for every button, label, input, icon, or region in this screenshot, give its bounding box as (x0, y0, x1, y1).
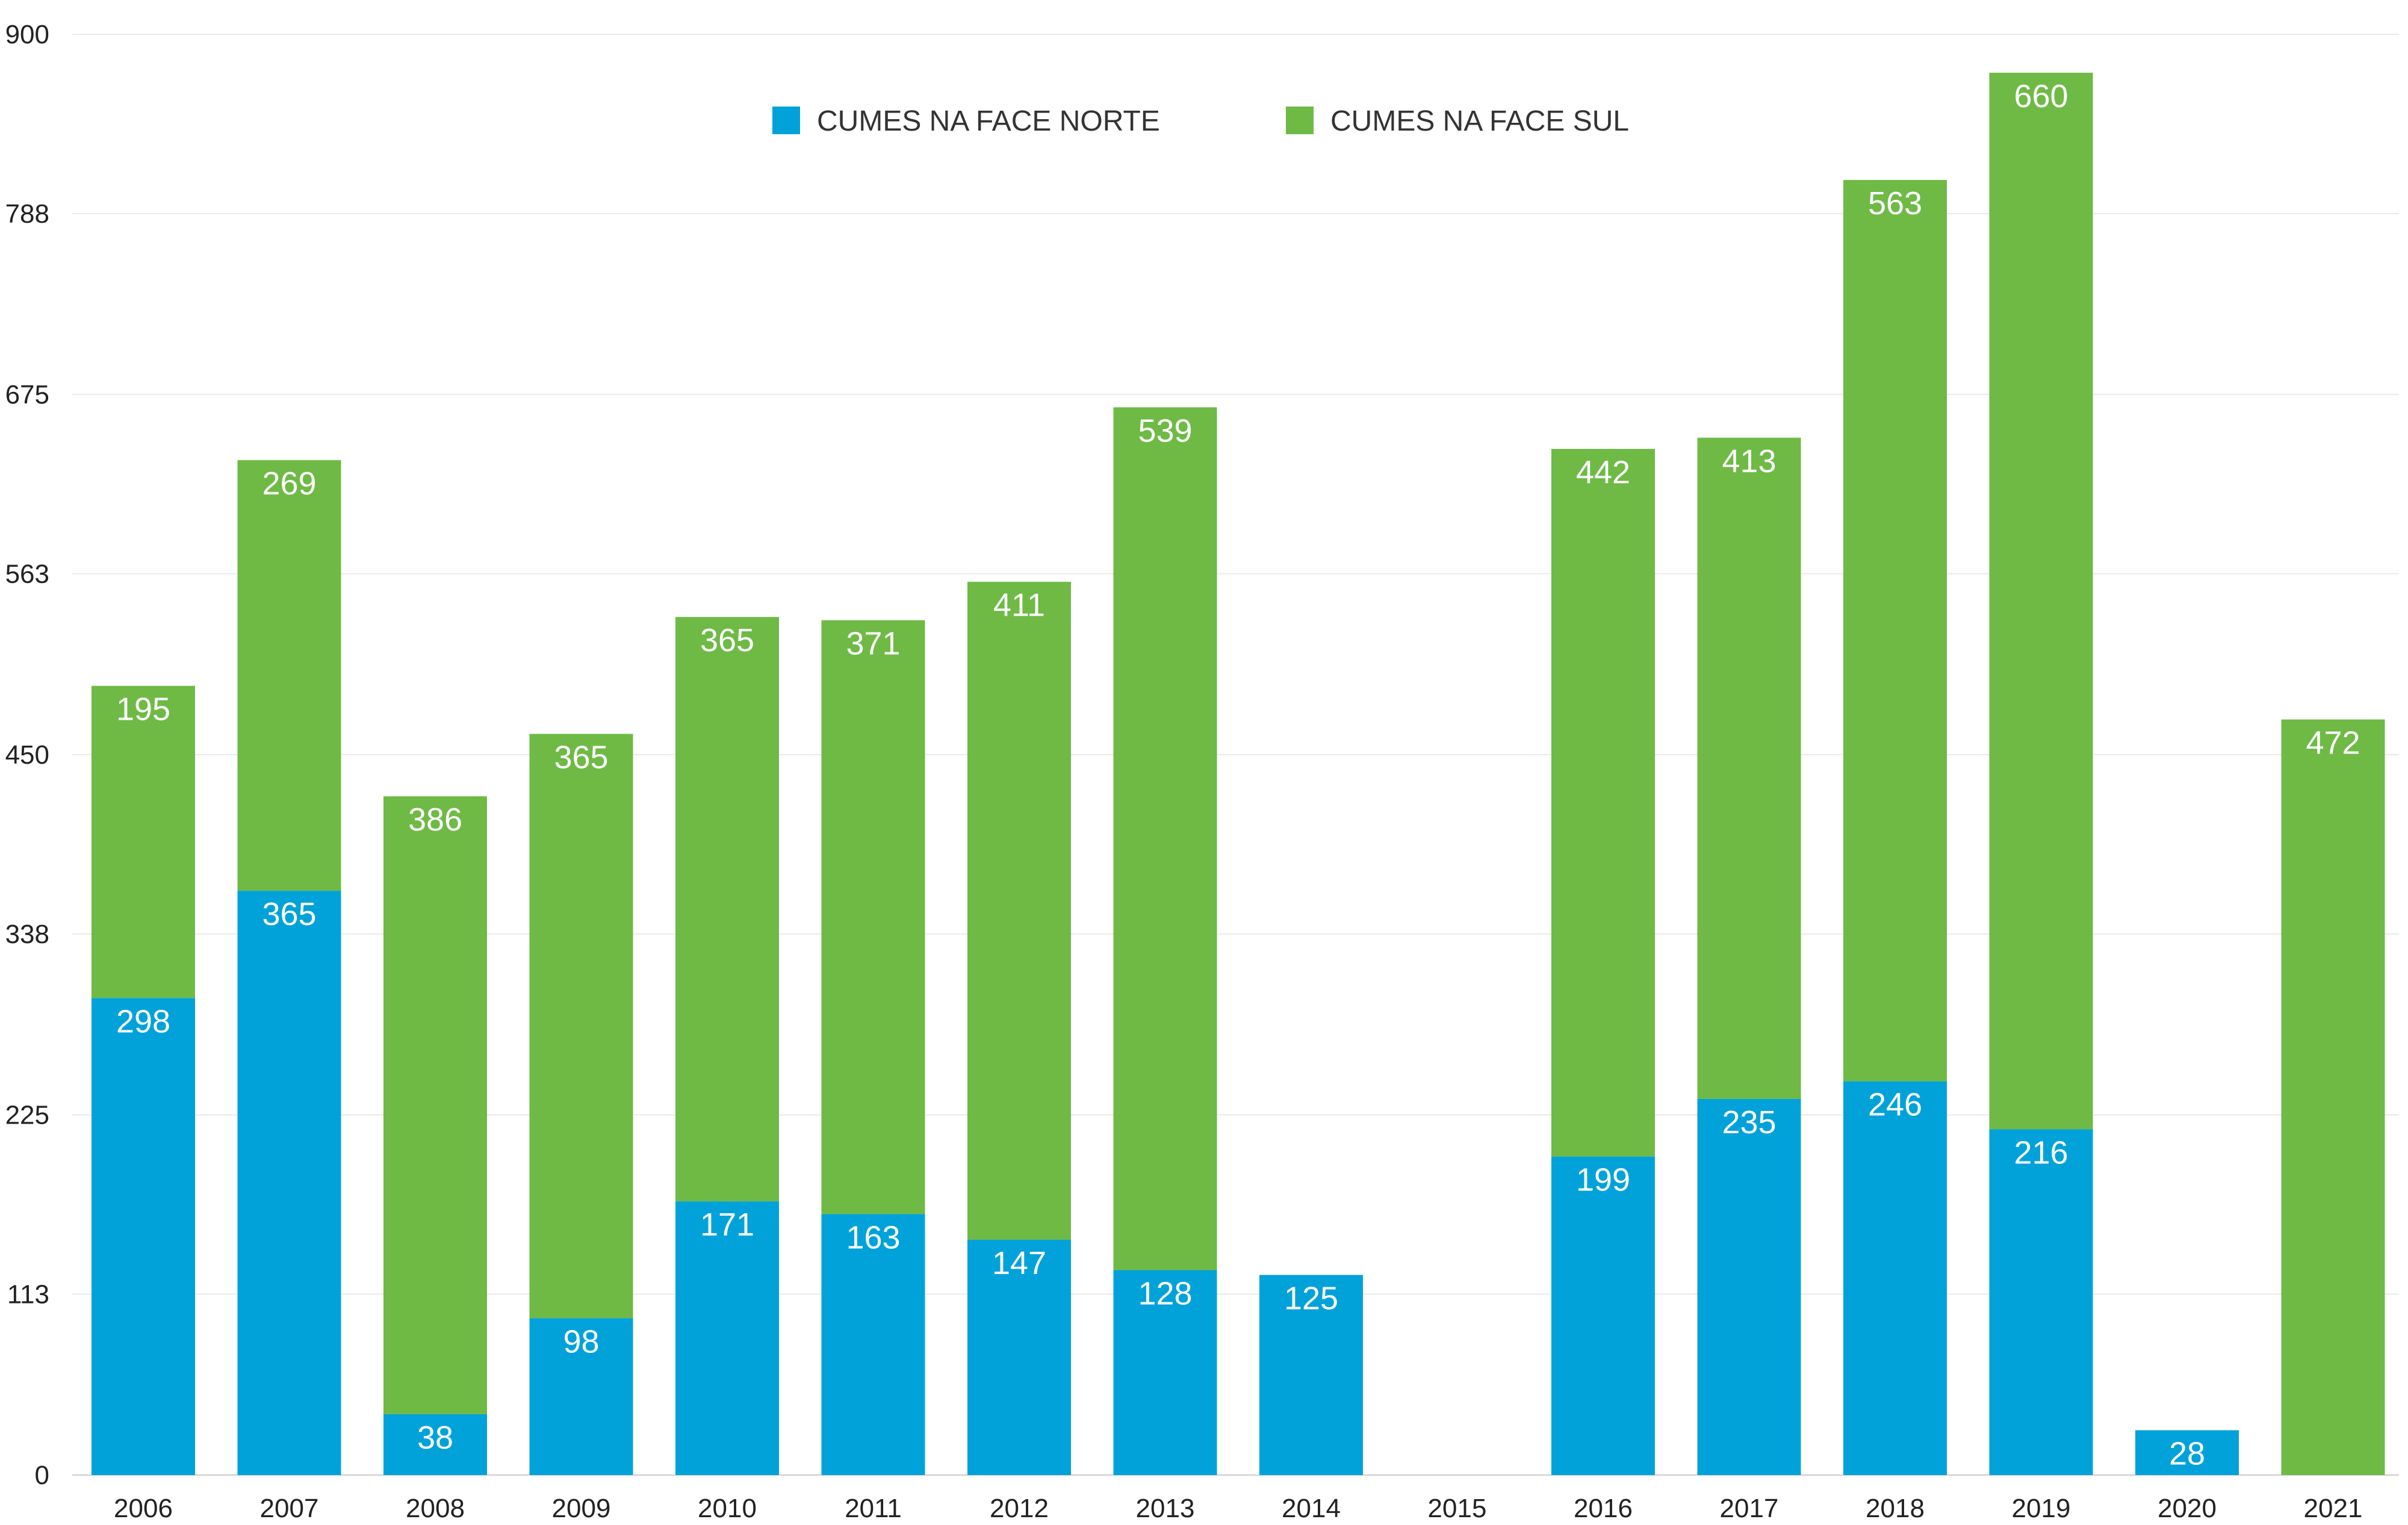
bar-face-norte (821, 1214, 925, 1475)
bar-label-face-norte: 98 (563, 1323, 599, 1360)
bar-face-norte (237, 891, 341, 1475)
bar-face-sul (529, 734, 633, 1319)
bar-face-sul (1697, 438, 1801, 1099)
legend-label-face-norte: CUMES NA FACE NORTE (817, 105, 1160, 137)
bar-face-norte (383, 1414, 487, 1475)
bar-label-face-sul: 195 (116, 691, 170, 728)
legend: CUMES NA FACE NORTE CUMES NA FACE SUL (772, 105, 1629, 137)
x-tick-label: 2008 (406, 1494, 465, 1523)
bar-face-norte (2135, 1430, 2239, 1475)
bar-label-face-sul: 269 (262, 466, 316, 502)
bar-face-norte (1989, 1129, 2093, 1475)
y-tick-label: 0 (35, 1461, 49, 1490)
x-tick-label: 2006 (114, 1494, 173, 1523)
y-tick-label: 675 (5, 380, 49, 410)
bars (92, 72, 2385, 1475)
x-tick-label: 2013 (1136, 1494, 1195, 1523)
bar-label-face-norte: 38 (417, 1420, 453, 1456)
bar-face-sul (1113, 407, 1217, 1270)
bar-face-sul (2281, 719, 2385, 1475)
bar-label-face-sul: 539 (1138, 413, 1192, 449)
x-tick-label: 2021 (2304, 1494, 2363, 1523)
bar-face-norte (1259, 1275, 1363, 1475)
bar-face-sul (967, 581, 1071, 1240)
bar-face-norte (967, 1239, 1071, 1475)
y-tick-label: 900 (5, 20, 49, 49)
legend-swatch-face-sul (1286, 107, 1314, 134)
bar-label-face-sul: 413 (1722, 443, 1776, 479)
x-tick-label: 2015 (1428, 1494, 1487, 1523)
bar-face-sul (1989, 72, 2093, 1130)
x-axis-ticks: 2006 2007 2008 2009 2010 2011 2012 2013 2014 2015… (114, 1494, 2362, 1523)
x-tick-label: 2018 (1866, 1494, 1925, 1523)
bar-label-face-norte: 28 (2169, 1436, 2205, 1472)
bar-label-face-sul: 472 (2306, 725, 2360, 761)
bar-face-sul (1843, 180, 1947, 1081)
y-tick-label: 338 (5, 920, 49, 949)
bar-label-face-sul: 371 (846, 626, 900, 662)
bar-label-face-sul: 660 (2014, 78, 2068, 114)
bar-label-face-sul: 365 (700, 622, 754, 658)
bar-label-face-sul: 563 (1868, 185, 1922, 221)
bar-face-norte (1551, 1156, 1655, 1475)
bar-face-sul (92, 685, 195, 998)
bar-label-face-norte: 171 (700, 1207, 754, 1243)
y-axis-ticks: 0 113 225 338 450 563 675 788 900 (5, 20, 49, 1490)
bar-label-face-norte: 163 (846, 1219, 900, 1255)
bar-label-face-norte: 125 (1284, 1281, 1338, 1317)
bar-face-norte (1113, 1270, 1217, 1475)
y-tick-label: 788 (5, 199, 49, 229)
bar-value-labels: 298 195 365 269 38 386 98 365 171 365 163 371 147 411… (116, 78, 2360, 1472)
y-tick-label: 450 (5, 740, 49, 770)
x-tick-label: 2011 (845, 1494, 902, 1523)
bar-label-face-sul: 386 (408, 802, 462, 838)
bar-face-sul (675, 617, 779, 1202)
legend-label-face-sul: CUMES NA FACE SUL (1330, 105, 1629, 137)
y-tick-label: 225 (5, 1101, 49, 1130)
bar-label-face-sul: 411 (993, 587, 1045, 623)
bar-label-face-sul: 442 (1576, 454, 1630, 490)
bar-face-sul (1551, 448, 1655, 1157)
x-tick-label: 2019 (2012, 1494, 2071, 1523)
bar-face-norte (675, 1201, 779, 1475)
bar-label-face-sul: 365 (554, 739, 608, 775)
y-tick-label: 563 (5, 559, 49, 589)
bar-label-face-norte: 246 (1868, 1087, 1922, 1123)
x-tick-label: 2020 (2158, 1494, 2217, 1523)
bar-label-face-norte: 298 (116, 1003, 170, 1039)
bar-label-face-norte: 128 (1138, 1276, 1192, 1312)
x-tick-label: 2016 (1574, 1494, 1633, 1523)
bar-face-sul (237, 460, 341, 891)
bar-face-sul (383, 796, 487, 1414)
x-tick-label: 2010 (698, 1494, 757, 1523)
bar-label-face-norte: 235 (1722, 1104, 1776, 1140)
x-tick-label: 2012 (990, 1494, 1049, 1523)
bar-label-face-norte: 365 (262, 896, 316, 932)
bar-label-face-norte: 216 (2014, 1134, 2068, 1171)
bar-label-face-norte: 199 (1576, 1162, 1630, 1198)
x-tick-label: 2007 (260, 1494, 319, 1523)
bar-face-norte (529, 1318, 633, 1475)
x-tick-label: 2014 (1282, 1494, 1341, 1523)
bar-face-norte (1697, 1098, 1801, 1475)
bar-face-norte (1843, 1081, 1947, 1475)
bar-face-sul (821, 620, 925, 1214)
bar-face-norte (92, 998, 195, 1475)
bar-label-face-norte: 147 (992, 1245, 1046, 1281)
legend-swatch-face-norte (772, 107, 800, 134)
x-tick-label: 2017 (1720, 1494, 1779, 1523)
x-tick-label: 2009 (552, 1494, 611, 1523)
y-tick-label: 113 (7, 1279, 49, 1309)
